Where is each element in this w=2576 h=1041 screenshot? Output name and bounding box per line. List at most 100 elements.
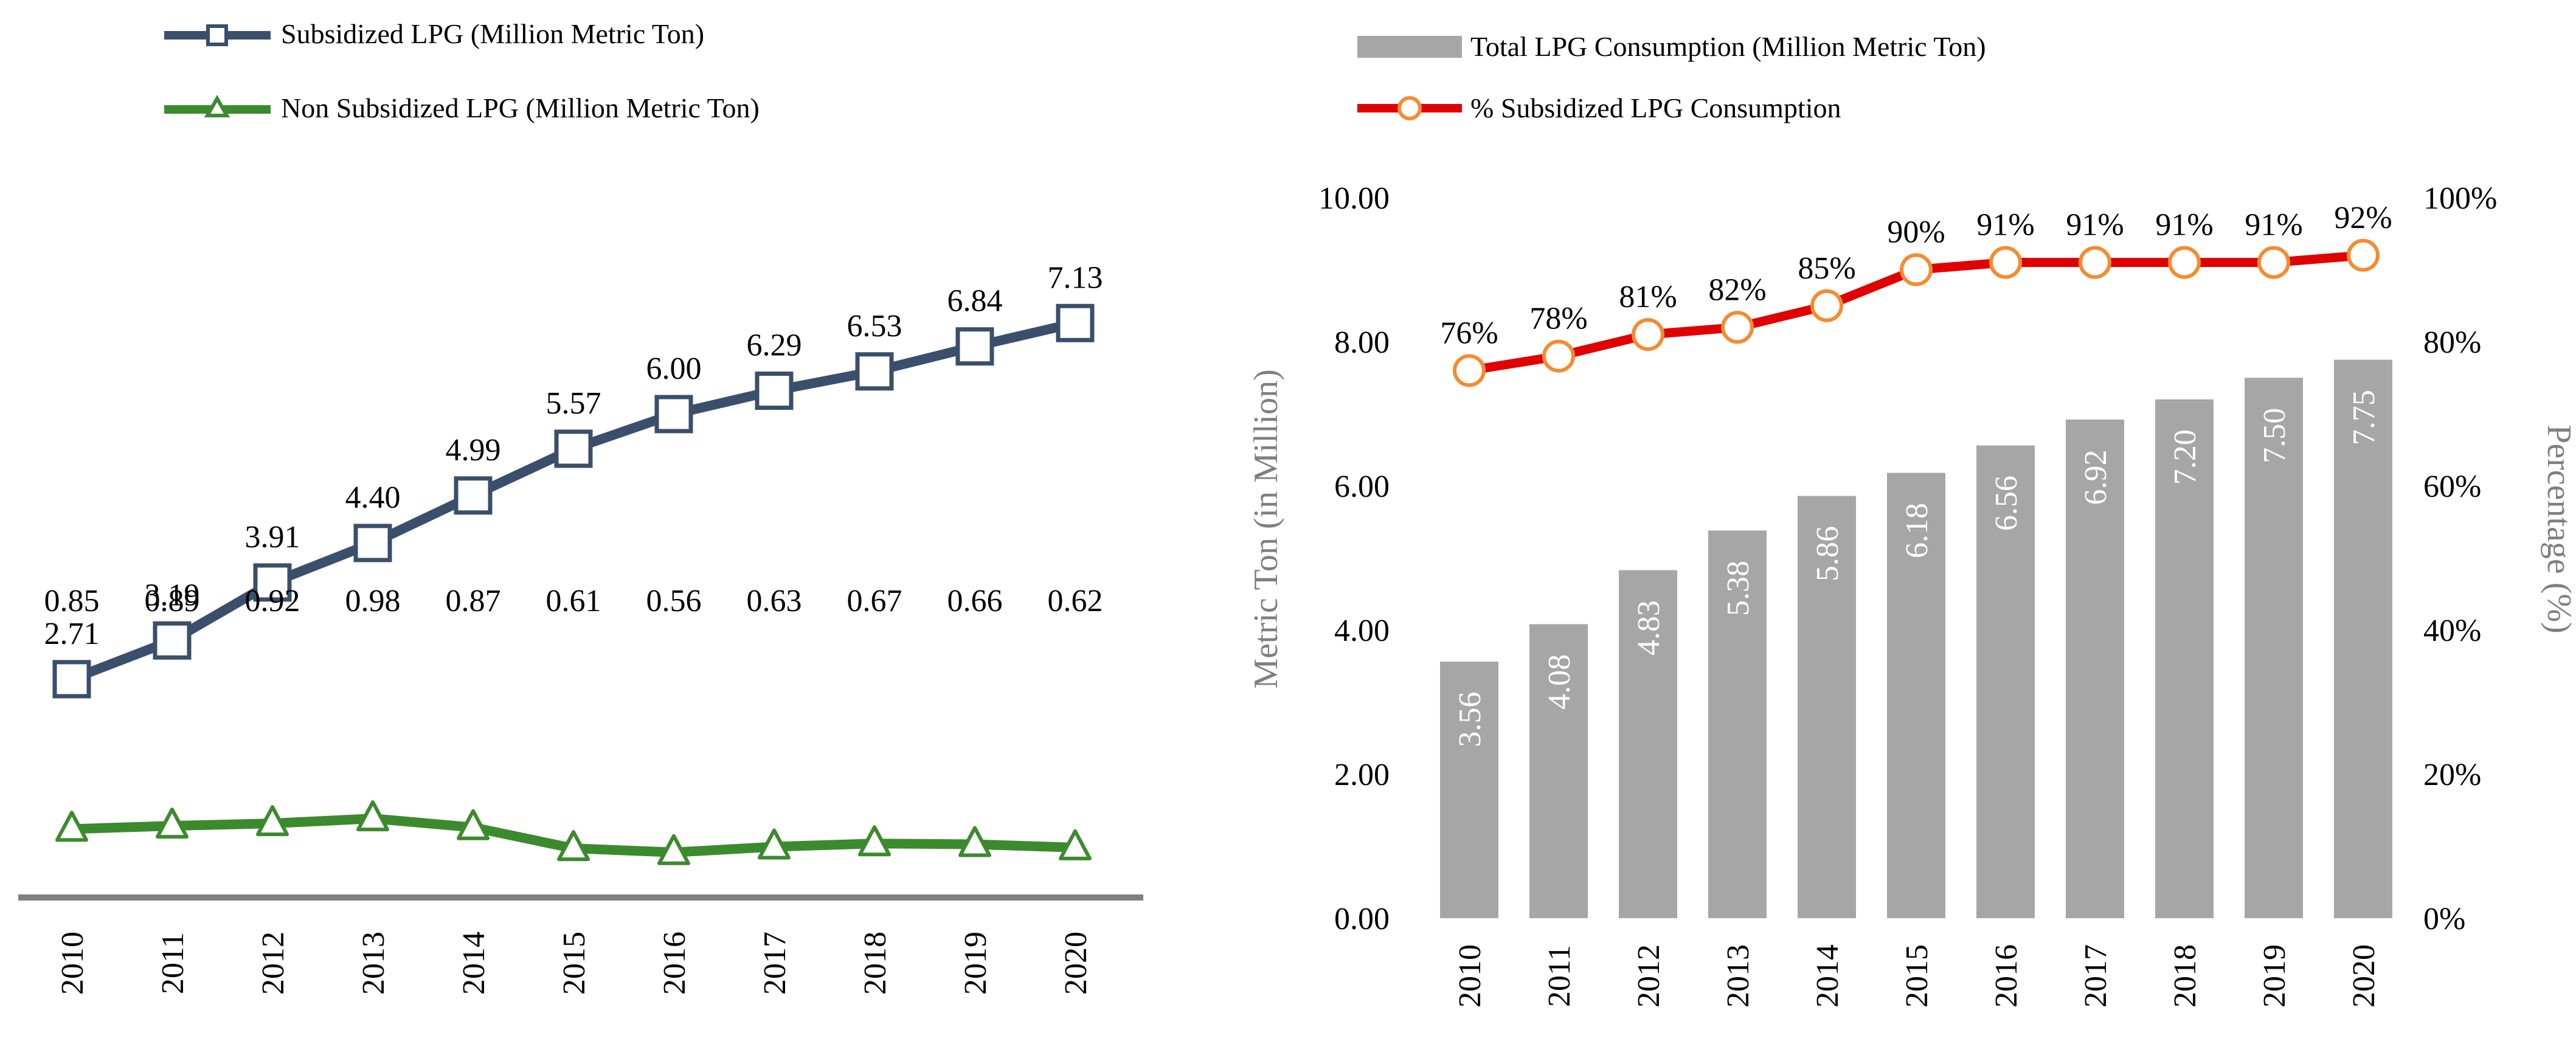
bar-value-label: 6.92 bbox=[2079, 449, 2113, 505]
legend-item-non-subsidized: Non Subsidized LPG (Million Metric Ton) bbox=[164, 92, 760, 123]
subsidized-square-point bbox=[153, 621, 192, 660]
x-tick-label: 2014 bbox=[457, 932, 491, 995]
x-tick-label: 2019 bbox=[958, 932, 993, 995]
non-subsidized-data-label: 0.98 bbox=[345, 584, 401, 618]
pct-circle-point bbox=[1810, 289, 1843, 322]
pct-data-label: 78% bbox=[1529, 302, 1587, 336]
non-subsidized-data-label: 0.61 bbox=[546, 584, 601, 618]
bar-value-label: 4.08 bbox=[1542, 654, 1577, 710]
pct-circle-point bbox=[1632, 318, 1664, 351]
non-subsidized-data-label: 0.87 bbox=[446, 584, 501, 618]
subsidized-square-point bbox=[955, 327, 994, 366]
subsidized-data-label: 4.40 bbox=[345, 480, 401, 515]
subsidized-square-point bbox=[253, 563, 292, 602]
x-tick-label: 2013 bbox=[1721, 944, 1756, 1008]
subsidized-data-label: 4.99 bbox=[446, 433, 501, 468]
pct-data-label: 85% bbox=[1798, 251, 1855, 286]
subsidized-square-point bbox=[1056, 303, 1095, 342]
total-lpg-bar bbox=[1529, 624, 1588, 918]
subsidized-data-label: 6.29 bbox=[747, 328, 802, 363]
legend-subsidized-square-marker bbox=[206, 24, 228, 46]
left-legend: Subsidized LPG (Million Metric Ton) Non … bbox=[164, 18, 760, 123]
left-plot-area: 2010 2011 2012 2013 2014 2015 2016 2017 2018 2019… bbox=[18, 260, 1143, 995]
left-y-tick-label: 6.00 bbox=[1334, 469, 1390, 504]
bar-value-label: 7.20 bbox=[2168, 429, 2203, 485]
non-subsidized-triangle-point bbox=[657, 834, 690, 865]
subsidized-square-point bbox=[353, 524, 392, 562]
legend-item-total-lpg: Total LPG Consumption (Million Metric To… bbox=[1357, 31, 1986, 62]
subsidized-data-label: 3.19 bbox=[145, 578, 200, 612]
left-y-tick-label: 0.00 bbox=[1334, 902, 1390, 936]
subsidized-square-point bbox=[755, 372, 794, 410]
non-subsidized-data-label: 0.62 bbox=[1048, 584, 1103, 618]
x-tick-label: 2015 bbox=[1900, 944, 1934, 1008]
x-tick-label: 2010 bbox=[1453, 944, 1487, 1008]
legend-total-lpg-label: Total LPG Consumption (Million Metric To… bbox=[1470, 31, 1986, 62]
right-y-tick-label: 100% bbox=[2423, 181, 2497, 216]
subsidized-data-label: 3.91 bbox=[245, 520, 300, 555]
non-subsidized-triangle-point bbox=[1059, 829, 1092, 860]
non-subsidized-data-label: 0.92 bbox=[245, 584, 300, 618]
x-tick-label: 2020 bbox=[1059, 932, 1093, 995]
total-lpg-bar bbox=[2066, 419, 2124, 918]
pct-circle-point bbox=[1453, 354, 1486, 387]
pct-data-label: 90% bbox=[1887, 215, 1945, 250]
pct-data-label: 91% bbox=[2245, 208, 2302, 243]
bar-value-label: 6.18 bbox=[1900, 503, 1934, 558]
total-lpg-bar bbox=[1887, 472, 1945, 918]
subsidized-data-label: 2.71 bbox=[44, 617, 100, 651]
subsidized-data-label: 6.84 bbox=[947, 284, 1003, 319]
x-tick-label: 2017 bbox=[2079, 944, 2113, 1008]
non-subsidized-data-label: 0.67 bbox=[847, 584, 902, 618]
x-tick-label: 2017 bbox=[758, 932, 792, 995]
x-tick-label: 2018 bbox=[858, 932, 893, 995]
pct-circle-point bbox=[1989, 246, 2022, 279]
pct-circle-point bbox=[1721, 311, 1754, 344]
bar-value-label: 4.83 bbox=[1632, 600, 1666, 655]
x-tick-label: 2014 bbox=[1810, 944, 1845, 1008]
pct-circle-point bbox=[2079, 246, 2111, 279]
bar-value-label: 3.56 bbox=[1453, 692, 1487, 747]
left-y-tick-label: 2.00 bbox=[1334, 758, 1390, 792]
subsidized-data-label: 7.13 bbox=[1048, 260, 1103, 295]
legend-pct-label: % Subsidized LPG Consumption bbox=[1470, 92, 1841, 123]
subsidized-square-point bbox=[454, 476, 493, 515]
total-lpg-bar bbox=[2334, 359, 2392, 918]
total-lpg-bar bbox=[2245, 378, 2303, 918]
x-tick-label: 2015 bbox=[557, 932, 592, 995]
bar-value-label: 7.50 bbox=[2257, 408, 2292, 463]
right-y-tick-label: 60% bbox=[2423, 469, 2481, 504]
total-lpg-bar bbox=[1976, 445, 2035, 918]
bar-value-label: 7.75 bbox=[2347, 390, 2381, 445]
pct-data-label: 91% bbox=[2155, 208, 2213, 243]
pct-circle-point bbox=[2257, 246, 2290, 279]
pct-circle-point bbox=[2168, 246, 2201, 279]
legend-non-subsidized-triangle-marker bbox=[204, 94, 230, 117]
non-subsidized-triangle-point bbox=[55, 811, 88, 842]
right-combo-chart: Total LPG Consumption (Million Metric To… bbox=[1247, 31, 2576, 1008]
non-subsidized-data-label: 0.66 bbox=[947, 584, 1003, 618]
non-subsidized-triangle-point bbox=[758, 828, 791, 860]
left-y-axis-title: Metric Ton (in Million) bbox=[1247, 369, 1285, 688]
total-lpg-bar bbox=[2155, 399, 2214, 918]
left-line-chart: Subsidized LPG (Million Metric Ton) Non … bbox=[18, 18, 1143, 995]
subsidized-square-point bbox=[654, 395, 693, 434]
subsidized-square-point bbox=[52, 660, 91, 699]
pct-data-label: 91% bbox=[1976, 208, 2034, 243]
pct-data-label: 81% bbox=[1619, 280, 1677, 314]
pct-data-label: 82% bbox=[1708, 272, 1766, 307]
bar-value-label: 6.56 bbox=[1989, 476, 2024, 531]
pct-circle-point bbox=[2347, 238, 2380, 272]
total-lpg-bar bbox=[1798, 496, 1856, 918]
right-plot-area: 0.00 2.00 4.00 6.00 8.00 10.00 0% 20% 40% 60% 80% 1… bbox=[1318, 181, 2497, 1008]
x-tick-label: 2012 bbox=[256, 932, 291, 995]
x-tick-label: 2010 bbox=[55, 932, 90, 995]
total-lpg-bar bbox=[1708, 530, 1767, 918]
x-tick-label: 2011 bbox=[1542, 945, 1577, 1007]
legend-total-lpg-bar-swatch bbox=[1357, 36, 1462, 58]
right-y-tick-label: 20% bbox=[2423, 758, 2481, 792]
non-subsidized-triangle-point bbox=[356, 800, 389, 832]
total-lpg-bar bbox=[1619, 570, 1677, 918]
legend-item-pct-subsidized: % Subsidized LPG Consumption bbox=[1357, 92, 1841, 123]
